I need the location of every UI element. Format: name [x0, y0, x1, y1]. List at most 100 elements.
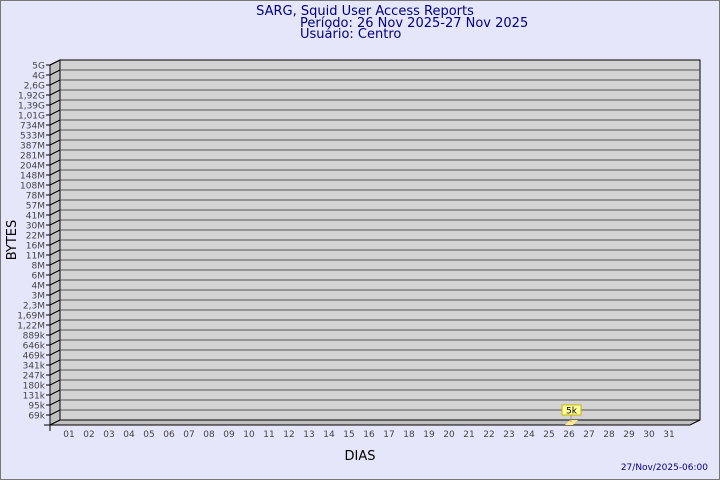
x-tick-label: 09	[223, 430, 235, 440]
plot-floor	[49, 419, 701, 426]
y-tick-label: 1,39G	[18, 102, 45, 112]
y-tick-label: 57M	[26, 202, 45, 212]
y-axis-label: BYTES	[5, 220, 20, 261]
x-tick-label: 14	[323, 430, 335, 440]
bar-value-label: 5k	[566, 407, 578, 417]
bar-label-box	[561, 404, 582, 416]
y-tick-label: 889k	[23, 332, 46, 342]
grid-line-side	[49, 209, 61, 216]
x-tick-label: 11	[263, 430, 274, 440]
x-tick-label: 24	[523, 430, 535, 440]
grid-line-side	[49, 339, 61, 346]
y-tick-label: 341k	[23, 362, 46, 372]
y-tick-label: 204M	[20, 162, 45, 172]
grid-line-side	[49, 159, 61, 166]
y-tick-label: 4M	[32, 282, 46, 292]
x-tick-label: 23	[503, 430, 514, 440]
y-tick-label: 533M	[20, 132, 45, 142]
grid-line-side	[49, 59, 61, 66]
chart-title: SARG, Squid User Access Reports	[256, 4, 474, 19]
x-tick-label: 05	[143, 430, 154, 440]
grid-line-side	[49, 129, 61, 136]
x-tick-label: 19	[423, 430, 435, 440]
grid-line-side	[49, 379, 61, 386]
grid-line-side	[49, 169, 61, 176]
y-tick-label: 108M	[20, 182, 45, 192]
grid-line-side	[49, 369, 61, 376]
grid-line-side	[49, 259, 61, 266]
grid-line-side	[49, 149, 61, 156]
x-tick-label: 08	[203, 430, 215, 440]
grid-line-side	[49, 109, 61, 116]
x-tick-label: 15	[343, 430, 354, 440]
grid-line-side	[49, 179, 61, 186]
y-tick-label: 387M	[20, 142, 45, 152]
x-tick-label: 17	[383, 430, 394, 440]
y-tick-label: 131k	[23, 392, 46, 402]
x-tick-label: 07	[183, 430, 194, 440]
grid-line-side	[49, 309, 61, 316]
y-tick-label: 1,92G	[18, 92, 45, 102]
y-tick-label: 69k	[28, 412, 45, 422]
y-tick-label: 247k	[23, 372, 46, 382]
y-tick-label: 30M	[26, 222, 45, 232]
grid-line-side	[49, 359, 61, 366]
x-tick-label: 03	[103, 430, 114, 440]
x-tick-label: 25	[543, 430, 554, 440]
grid-line-side	[49, 289, 61, 296]
x-tick-label: 20	[443, 430, 455, 440]
grid-line-side	[49, 239, 61, 246]
x-tick-label: 13	[303, 430, 314, 440]
x-tick-label: 16	[363, 430, 375, 440]
x-tick-label: 28	[603, 430, 615, 440]
y-tick-label: 78M	[26, 192, 45, 202]
grid-line-side	[49, 229, 61, 236]
y-tick-label: 16M	[26, 242, 45, 252]
y-tick-label: 8M	[32, 262, 46, 272]
grid-line-side	[49, 199, 61, 206]
footer-timestamp: 27/Nov/2025-06:00	[621, 463, 708, 473]
y-tick-label: 22M	[26, 232, 45, 242]
y-tick-label: 734M	[20, 122, 45, 132]
bar-day-26	[565, 420, 578, 425]
grid-line-side	[49, 319, 61, 326]
x-tick-label: 21	[463, 430, 474, 440]
grid-line-side	[49, 69, 61, 76]
grid-line-side	[49, 89, 61, 96]
x-tick-label: 06	[163, 430, 175, 440]
x-tick-label: 12	[283, 430, 294, 440]
grid-line-side	[49, 399, 61, 406]
x-tick-label: 30	[643, 430, 655, 440]
x-tick-label: 29	[623, 430, 635, 440]
x-tick-label: 01	[63, 430, 74, 440]
grid-line-side	[49, 119, 61, 126]
x-axis-label: DIAS	[345, 449, 376, 464]
grid-line-side	[49, 409, 61, 416]
y-tick-label: 180k	[23, 382, 46, 392]
x-tick-label: 27	[583, 430, 594, 440]
y-tick-label: 41M	[26, 212, 45, 222]
y-tick-label: 95k	[28, 402, 45, 412]
y-tick-label: 6M	[32, 272, 46, 282]
y-tick-label: 1,22M	[17, 322, 45, 332]
grid-line-side	[49, 279, 61, 286]
grid-line-side	[49, 219, 61, 226]
grid-line-side	[49, 79, 61, 86]
grid-line-side	[49, 249, 61, 256]
grid-line-side	[49, 269, 61, 276]
chart-subtitle-period: Período: 26 Nov 2025-27 Nov 2025	[300, 16, 528, 31]
x-tick-label: 22	[483, 430, 494, 440]
y-tick-label: 5G	[32, 62, 45, 72]
y-tick-label: 2,6G	[24, 82, 45, 92]
y-tick-label: 281M	[20, 152, 45, 162]
grid-line-side	[49, 349, 61, 356]
y-tick-label: 3M	[32, 292, 46, 302]
y-tick-label: 1,69M	[17, 312, 45, 322]
grid-line-side	[49, 189, 61, 196]
x-tick-label: 04	[123, 430, 135, 440]
y-tick-label: 469k	[23, 352, 46, 362]
x-tick-label: 10	[243, 430, 255, 440]
y-tick-label: 148M	[20, 172, 45, 182]
grid-line-side	[49, 389, 61, 396]
